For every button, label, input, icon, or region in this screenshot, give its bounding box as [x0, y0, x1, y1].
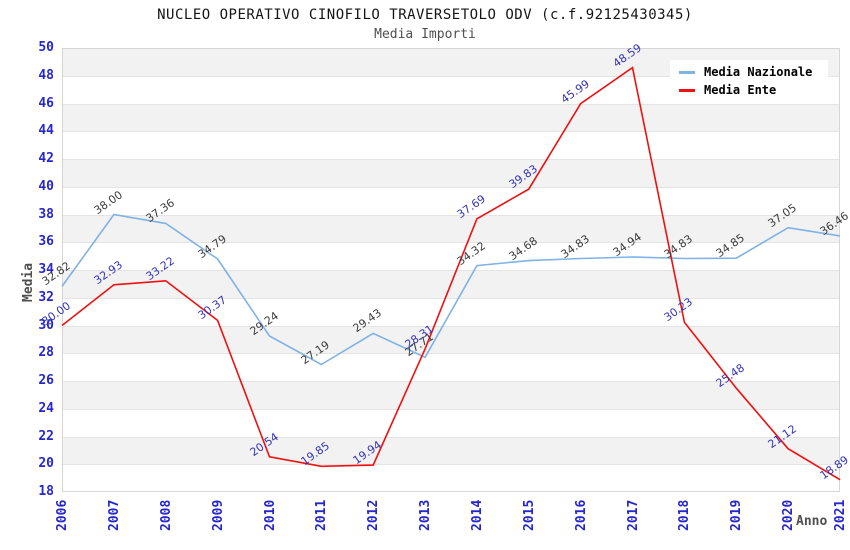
y-tick-label: 28 [38, 345, 54, 361]
x-tick-label: 2018 [677, 499, 693, 531]
legend-line-swatch-ente [679, 88, 695, 92]
x-tick-label: 2013 [418, 499, 434, 531]
legend-line-swatch-nazionale [679, 70, 695, 74]
y-tick-label: 20 [38, 456, 54, 472]
x-tick-label: 2008 [158, 499, 174, 531]
x-tick-label: 2014 [469, 499, 485, 531]
legend: Media Nazionale Media Ente [670, 60, 828, 104]
y-tick-label: 34 [38, 262, 54, 277]
legend-label: Media Nazionale [704, 65, 813, 79]
x-axis-title: Anno [796, 514, 828, 529]
chart-subtitle: Media Importi [374, 27, 476, 42]
legend-item-media-nazionale: Media Nazionale [670, 63, 828, 81]
x-tick-label: 2015 [521, 499, 537, 531]
x-tick-label: 2012 [366, 499, 382, 531]
y-tick-label: 22 [38, 428, 54, 444]
y-tick-label: 38 [38, 206, 54, 222]
y-tick-label: 30 [38, 317, 54, 333]
y-tick-label: 48 [38, 67, 54, 83]
x-tick-label: 2016 [573, 499, 589, 531]
plot-border [62, 48, 840, 492]
y-tick-label: 42 [38, 151, 54, 166]
y-tick-label: 18 [38, 484, 54, 499]
y-tick-label: 46 [38, 95, 54, 111]
x-tick-label: 2010 [262, 499, 278, 531]
x-tick-label: 2021 [833, 499, 848, 531]
y-tick-label: 26 [38, 373, 54, 388]
legend-item-media-ente: Media Ente [670, 81, 828, 99]
chart-title: NUCLEO OPERATIVO CINOFILO TRAVERSETOLO O… [157, 7, 693, 23]
y-tick-label: 32 [38, 289, 54, 305]
x-tick-label: 2019 [729, 499, 745, 531]
x-tick-label: 2011 [314, 499, 330, 531]
x-tick-label: 2006 [55, 499, 70, 531]
y-tick-label: 36 [38, 234, 54, 250]
x-tick-label: 2009 [210, 499, 226, 531]
y-tick-label: 24 [38, 400, 54, 416]
x-tick-label: 2020 [781, 499, 797, 531]
x-tick-label: 2017 [625, 499, 641, 531]
y-tick-label: 50 [38, 40, 54, 55]
y-tick-label: 40 [38, 178, 54, 194]
x-tick-label: 2007 [106, 499, 122, 531]
legend-label: Media Ente [704, 83, 777, 97]
y-tick-label: 44 [38, 123, 54, 139]
